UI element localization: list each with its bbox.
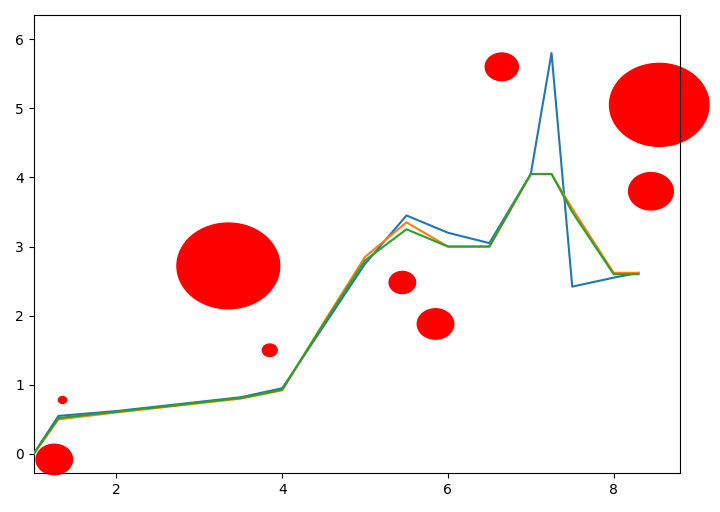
Circle shape xyxy=(418,309,454,339)
Circle shape xyxy=(629,173,673,210)
Circle shape xyxy=(610,63,709,146)
Circle shape xyxy=(36,444,73,475)
Circle shape xyxy=(485,53,518,81)
Circle shape xyxy=(389,271,415,293)
Circle shape xyxy=(58,397,67,403)
Circle shape xyxy=(262,344,277,356)
Circle shape xyxy=(177,223,279,309)
